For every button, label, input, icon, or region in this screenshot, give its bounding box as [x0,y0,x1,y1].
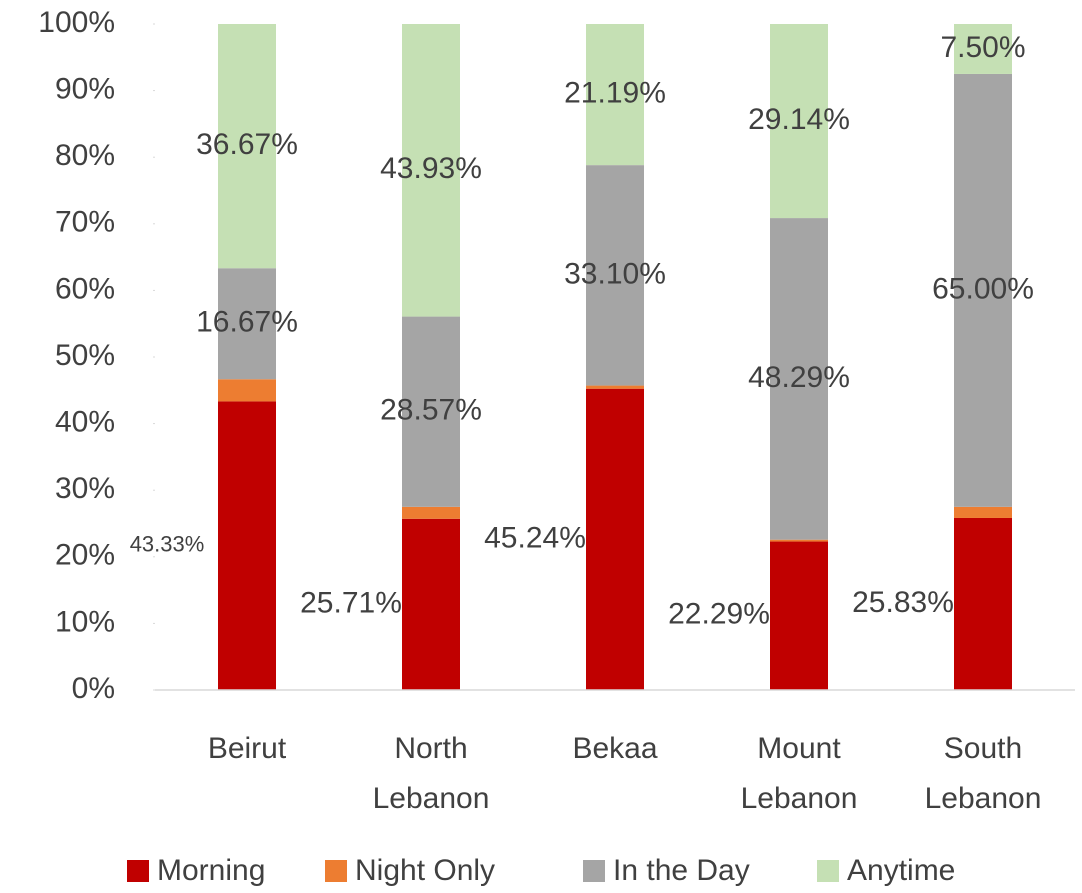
x-tick-label: Bekaa [572,732,657,765]
bar-segment [218,268,276,380]
data-label: 43.33% [130,532,205,557]
bar-segment [402,316,460,507]
bar-segment [770,541,828,690]
data-label: 25.71% [300,586,402,619]
bar-segment [402,24,460,317]
data-label: 48.29% [748,361,850,394]
data-label: 45.24% [484,521,586,554]
x-tick-label: Mount Lebanon [741,732,858,815]
legend-label: In the Day [613,854,750,887]
x-tick-label: Beirut [208,732,287,765]
legend-swatch [325,860,347,882]
bar-segment [218,401,276,690]
data-label: 43.93% [380,152,482,185]
data-label: 29.14% [748,103,850,136]
bar-segment [954,506,1012,518]
y-tick-label: 80% [55,139,115,172]
bar-segment [954,73,1012,507]
x-tick-label: South Lebanon [925,732,1042,815]
y-tick-label: 90% [55,73,115,106]
legend-swatch [817,860,839,882]
y-tick-label: 100% [38,6,115,39]
bar-segment [586,24,644,166]
data-label: 21.19% [564,76,666,109]
bar-segment [218,24,276,269]
bar-segment [402,518,460,690]
y-tick-label: 20% [55,539,115,572]
legend-swatch [127,860,149,882]
bar-segment [770,539,828,542]
data-label: 65.00% [932,272,1034,305]
data-label: 25.83% [852,586,954,619]
x-tick-label: North Lebanon [373,732,490,815]
data-label: 28.57% [380,394,482,427]
data-label: 36.67% [196,128,298,161]
y-tick-label: 10% [55,605,115,638]
bar-segment [218,379,276,402]
y-tick-label: 70% [55,206,115,239]
bar-segment [770,24,828,219]
y-tick-label: 0% [72,672,115,705]
data-label: 16.67% [196,306,298,339]
legend-label: Night Only [355,854,495,887]
data-label: 22.29% [668,598,770,631]
bar-segment [586,165,644,386]
legend-label: Morning [157,854,265,887]
legend-label: Anytime [847,854,955,887]
y-tick-label: 30% [55,472,115,505]
y-tick-label: 40% [55,406,115,439]
y-tick-label: 50% [55,339,115,372]
data-label: 33.10% [564,257,666,290]
data-label: 7.50% [940,31,1025,64]
y-tick-label: 60% [55,272,115,305]
bar-segment [770,218,828,540]
bar-segment [586,385,644,389]
bar-segment [954,24,1012,74]
bar-segment [954,517,1012,690]
legend-swatch [583,860,605,882]
bar-segment [402,506,460,519]
bar-segment [586,388,644,690]
